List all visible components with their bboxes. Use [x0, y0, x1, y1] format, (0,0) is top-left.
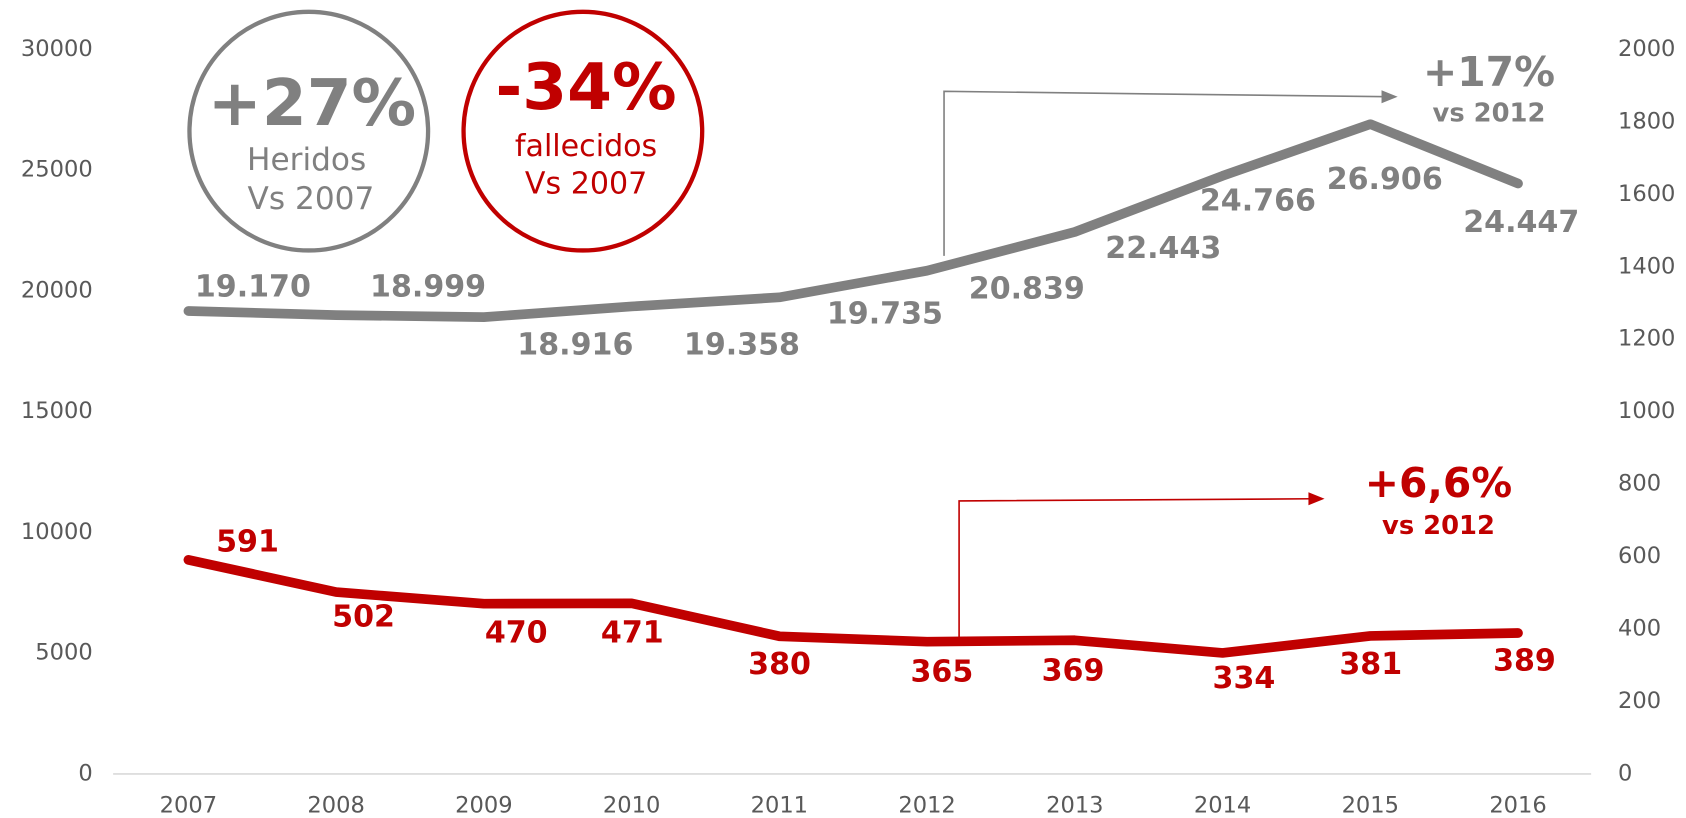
y2-tick-label: 1600 — [1618, 181, 1675, 207]
y2-tick-label: 400 — [1618, 616, 1661, 642]
annotation: fallecidos — [515, 129, 657, 164]
data-label: 19.170 — [195, 270, 311, 305]
y2-tick-label: 1400 — [1618, 253, 1675, 279]
x-tick-label: 2011 — [751, 793, 808, 818]
data-line — [183, 119, 1523, 322]
data-line — [183, 555, 1523, 658]
badge-circle — [461, 9, 705, 253]
data-label: 24.766 — [1200, 184, 1316, 219]
x-tick-label: 2010 — [603, 793, 660, 818]
x-tick-label: 2013 — [1046, 793, 1103, 818]
data-label: 470 — [485, 616, 548, 651]
x-tick-label: 2014 — [1194, 793, 1251, 818]
y2-tick-label: 1200 — [1618, 326, 1675, 352]
annotation: Heridos — [247, 142, 366, 178]
y-tick-label: 0 — [78, 760, 92, 786]
data-label: 389 — [1493, 644, 1556, 679]
data-label: 22.443 — [1105, 231, 1221, 266]
x-tick-label: 2016 — [1489, 793, 1546, 818]
annotation: vs 2012 — [1382, 511, 1495, 541]
y-tick-label: 5000 — [35, 640, 92, 666]
data-label: 365 — [910, 654, 973, 689]
y-tick-label: 10000 — [21, 519, 93, 545]
data-label: 334 — [1213, 661, 1276, 696]
data-label: 24.447 — [1463, 205, 1579, 240]
arrow-head — [1308, 492, 1325, 506]
x-tick-label: 2008 — [307, 793, 364, 818]
data-label: 26.906 — [1327, 162, 1443, 197]
y-tick-label: 30000 — [21, 36, 93, 62]
y-tick-label: 25000 — [21, 157, 93, 183]
x-tick-label: 2009 — [455, 793, 512, 818]
annotation-arrow — [958, 497, 1314, 643]
y-tick-label: 20000 — [21, 277, 93, 303]
annotation: +17% — [1423, 48, 1555, 96]
x-tick-label: 2007 — [160, 793, 217, 818]
x-tick-label: 2012 — [898, 793, 955, 818]
data-label: 591 — [216, 524, 279, 559]
y2-tick-label: 1000 — [1618, 398, 1675, 424]
data-label: 19.735 — [827, 296, 943, 331]
annotation: vs 2012 — [1433, 98, 1546, 128]
data-label: 381 — [1339, 647, 1402, 682]
annotation: -34% — [496, 50, 677, 125]
annotation-arrow — [943, 90, 1387, 256]
annotation: Vs 2007 — [525, 166, 647, 201]
annotation: +6,6% — [1365, 459, 1512, 507]
badge-circle — [187, 9, 431, 253]
data-label: 369 — [1042, 653, 1105, 688]
data-label: 380 — [748, 647, 811, 682]
x-tick-label: 2015 — [1342, 793, 1399, 818]
y2-tick-label: 800 — [1618, 471, 1661, 497]
y2-tick-label: 600 — [1618, 543, 1661, 569]
data-label: 19.358 — [684, 328, 800, 363]
arrow-head — [1381, 90, 1398, 104]
y2-tick-label: 1800 — [1618, 108, 1675, 134]
data-label: 18.916 — [517, 328, 633, 363]
y-tick-label: 15000 — [21, 398, 93, 424]
y2-tick-label: 2000 — [1618, 36, 1675, 62]
annotation: +27% — [208, 66, 416, 141]
data-label: 18.999 — [370, 270, 486, 305]
data-label: 502 — [332, 600, 395, 635]
y2-tick-label: 0 — [1618, 760, 1632, 786]
data-label: 471 — [601, 616, 664, 651]
y2-tick-label: 200 — [1618, 688, 1661, 714]
annotation: Vs 2007 — [248, 181, 375, 217]
data-label: 20.839 — [969, 272, 1085, 307]
